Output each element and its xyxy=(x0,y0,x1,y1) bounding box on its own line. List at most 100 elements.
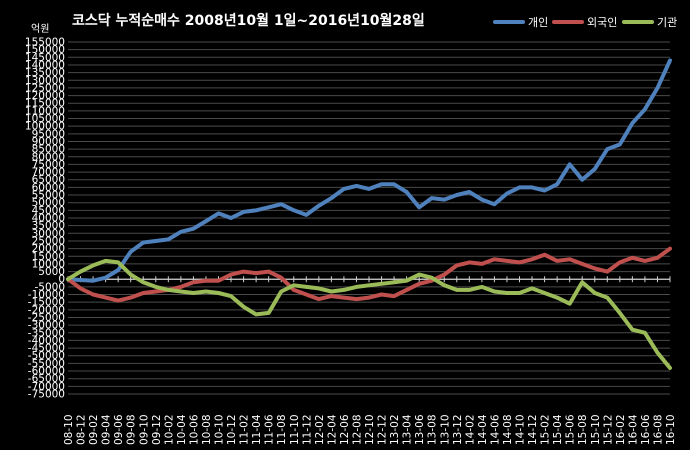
y-tick-label: -25000 xyxy=(28,312,65,324)
y-tick-label: 70000 xyxy=(32,167,65,179)
y-tick-label: 15000 xyxy=(32,251,65,263)
x-tick-label: 15-10 xyxy=(590,414,602,445)
y-tick-label: -30000 xyxy=(28,320,65,332)
x-tick-label: 14-06 xyxy=(489,414,501,445)
y-tick-label: 40000 xyxy=(32,213,65,225)
x-tick-label: 16-04 xyxy=(627,414,639,445)
y-tick-label: -70000 xyxy=(28,381,65,393)
y-tick-label: 10000 xyxy=(32,258,65,270)
y-tick-label: 135000 xyxy=(25,67,65,79)
y-tick-label: 60000 xyxy=(32,182,65,194)
y-tick-label: -45000 xyxy=(28,343,65,355)
y-tick-label: -50000 xyxy=(28,350,65,362)
y-tick-label: -5000 xyxy=(34,281,65,293)
y-tick-label: 65000 xyxy=(32,174,65,186)
x-tick-label: 15-06 xyxy=(565,414,577,445)
y-tick-label: -55000 xyxy=(28,358,65,370)
y-tick-label: 30000 xyxy=(32,228,65,240)
x-tick-label: 16-06 xyxy=(640,414,652,445)
y-tick-label: 120000 xyxy=(25,90,65,102)
x-tick-label: 10-10 xyxy=(214,414,226,445)
y-tick-label: 110000 xyxy=(25,105,65,117)
series-line-0 xyxy=(66,58,672,283)
y-tick-label: 55000 xyxy=(32,190,65,202)
y-tick-label: 100000 xyxy=(25,121,65,133)
x-tick-label: 10-04 xyxy=(176,414,188,445)
x-tick-label: 14-10 xyxy=(515,414,527,445)
legend-item-2: 기관 xyxy=(622,14,677,30)
y-tick-label: 75000 xyxy=(32,159,65,171)
y-tick-label: -75000 xyxy=(28,389,65,401)
y-tick-label: 5000 xyxy=(38,266,65,278)
x-tick-label: 16-08 xyxy=(652,414,664,445)
y-tick-label: 80000 xyxy=(32,151,65,163)
y-tick-label: 125000 xyxy=(25,82,65,94)
y-tick-label: 95000 xyxy=(32,128,65,140)
x-tick-label: 09-06 xyxy=(113,414,125,445)
x-tick-label: 10-06 xyxy=(188,414,200,445)
x-tick-label: 15-12 xyxy=(602,414,614,445)
x-tick-label: 10-08 xyxy=(201,414,213,445)
x-tick-label: 11-06 xyxy=(264,414,276,445)
x-tick-label: 16-10 xyxy=(665,414,677,445)
x-tick-label: 12-12 xyxy=(377,414,389,445)
x-tick-label: 12-10 xyxy=(364,414,376,445)
y-tick-label: -60000 xyxy=(28,366,65,378)
legend-item-1: 외국인 xyxy=(552,14,617,30)
y-tick-label: -20000 xyxy=(28,304,65,316)
y-tick-label: 115000 xyxy=(25,98,65,110)
chart-title: 코스닥 누적순매수 2008년10월 1일~2016년10월28일 xyxy=(72,13,425,29)
x-tick-label: 15-08 xyxy=(577,414,589,445)
x-tick-label: 13-12 xyxy=(452,414,464,445)
legend-swatch-1 xyxy=(552,20,584,24)
x-tick-label: 14-12 xyxy=(527,414,539,445)
x-tick-label: 09-12 xyxy=(151,414,163,445)
legend-item-0: 개인 xyxy=(493,14,548,30)
y-tick-label: -65000 xyxy=(28,373,65,385)
y-axis-unit-label: 억원 xyxy=(31,24,50,35)
x-tick-label: 09-08 xyxy=(126,414,138,445)
y-tick-label: 45000 xyxy=(32,205,65,217)
y-tick-label: 20000 xyxy=(32,243,65,255)
x-tick-label: 11-02 xyxy=(239,414,251,445)
x-tick-label: 13-02 xyxy=(389,414,401,445)
x-tick-label: 15-04 xyxy=(552,414,564,445)
series-line-2 xyxy=(66,258,672,370)
x-tick-label: 15-02 xyxy=(540,414,552,445)
x-tick-label: 14-02 xyxy=(464,414,476,445)
x-tick-label: 12-08 xyxy=(351,414,363,445)
legend-label-1: 외국인 xyxy=(587,16,618,29)
y-tick-label: -15000 xyxy=(28,297,65,309)
y-tick-label: 105000 xyxy=(25,113,65,125)
x-tick-label: 09-04 xyxy=(101,414,113,445)
y-tick-label: 35000 xyxy=(32,220,65,232)
y-tick-label: 25000 xyxy=(32,235,65,247)
x-tick-label: 13-04 xyxy=(402,414,414,445)
y-tick-label: 50000 xyxy=(32,197,65,209)
x-tick-label: 11-08 xyxy=(276,414,288,445)
y-tick-label: 130000 xyxy=(25,75,65,87)
y-tick-label: 155000 xyxy=(25,37,65,49)
x-tick-label: 14-08 xyxy=(502,414,514,445)
x-tick-label: 12-02 xyxy=(314,414,326,445)
x-tick-label: 08-10 xyxy=(63,414,75,445)
x-tick-label: 11-10 xyxy=(289,414,301,445)
y-tick-label: -10000 xyxy=(28,289,65,301)
y-tick-label: 0 xyxy=(58,274,65,286)
x-tick-label: 13-08 xyxy=(427,414,439,445)
x-tick-label: 13-10 xyxy=(439,414,451,445)
y-tick-label: 145000 xyxy=(25,52,65,64)
x-tick-label: 12-04 xyxy=(326,414,338,445)
x-tick-label: 11-04 xyxy=(251,414,263,445)
legend-label-0: 개인 xyxy=(528,16,549,29)
legend-swatch-2 xyxy=(622,20,654,24)
y-tick-label: 85000 xyxy=(32,144,65,156)
y-tick-label: 90000 xyxy=(32,136,65,148)
y-tick-label: 150000 xyxy=(25,44,65,56)
y-tick-label: -35000 xyxy=(28,327,65,339)
x-tick-label: 10-02 xyxy=(163,414,175,445)
x-tick-label: 12-06 xyxy=(339,414,351,445)
legend-label-2: 기관 xyxy=(657,16,678,29)
